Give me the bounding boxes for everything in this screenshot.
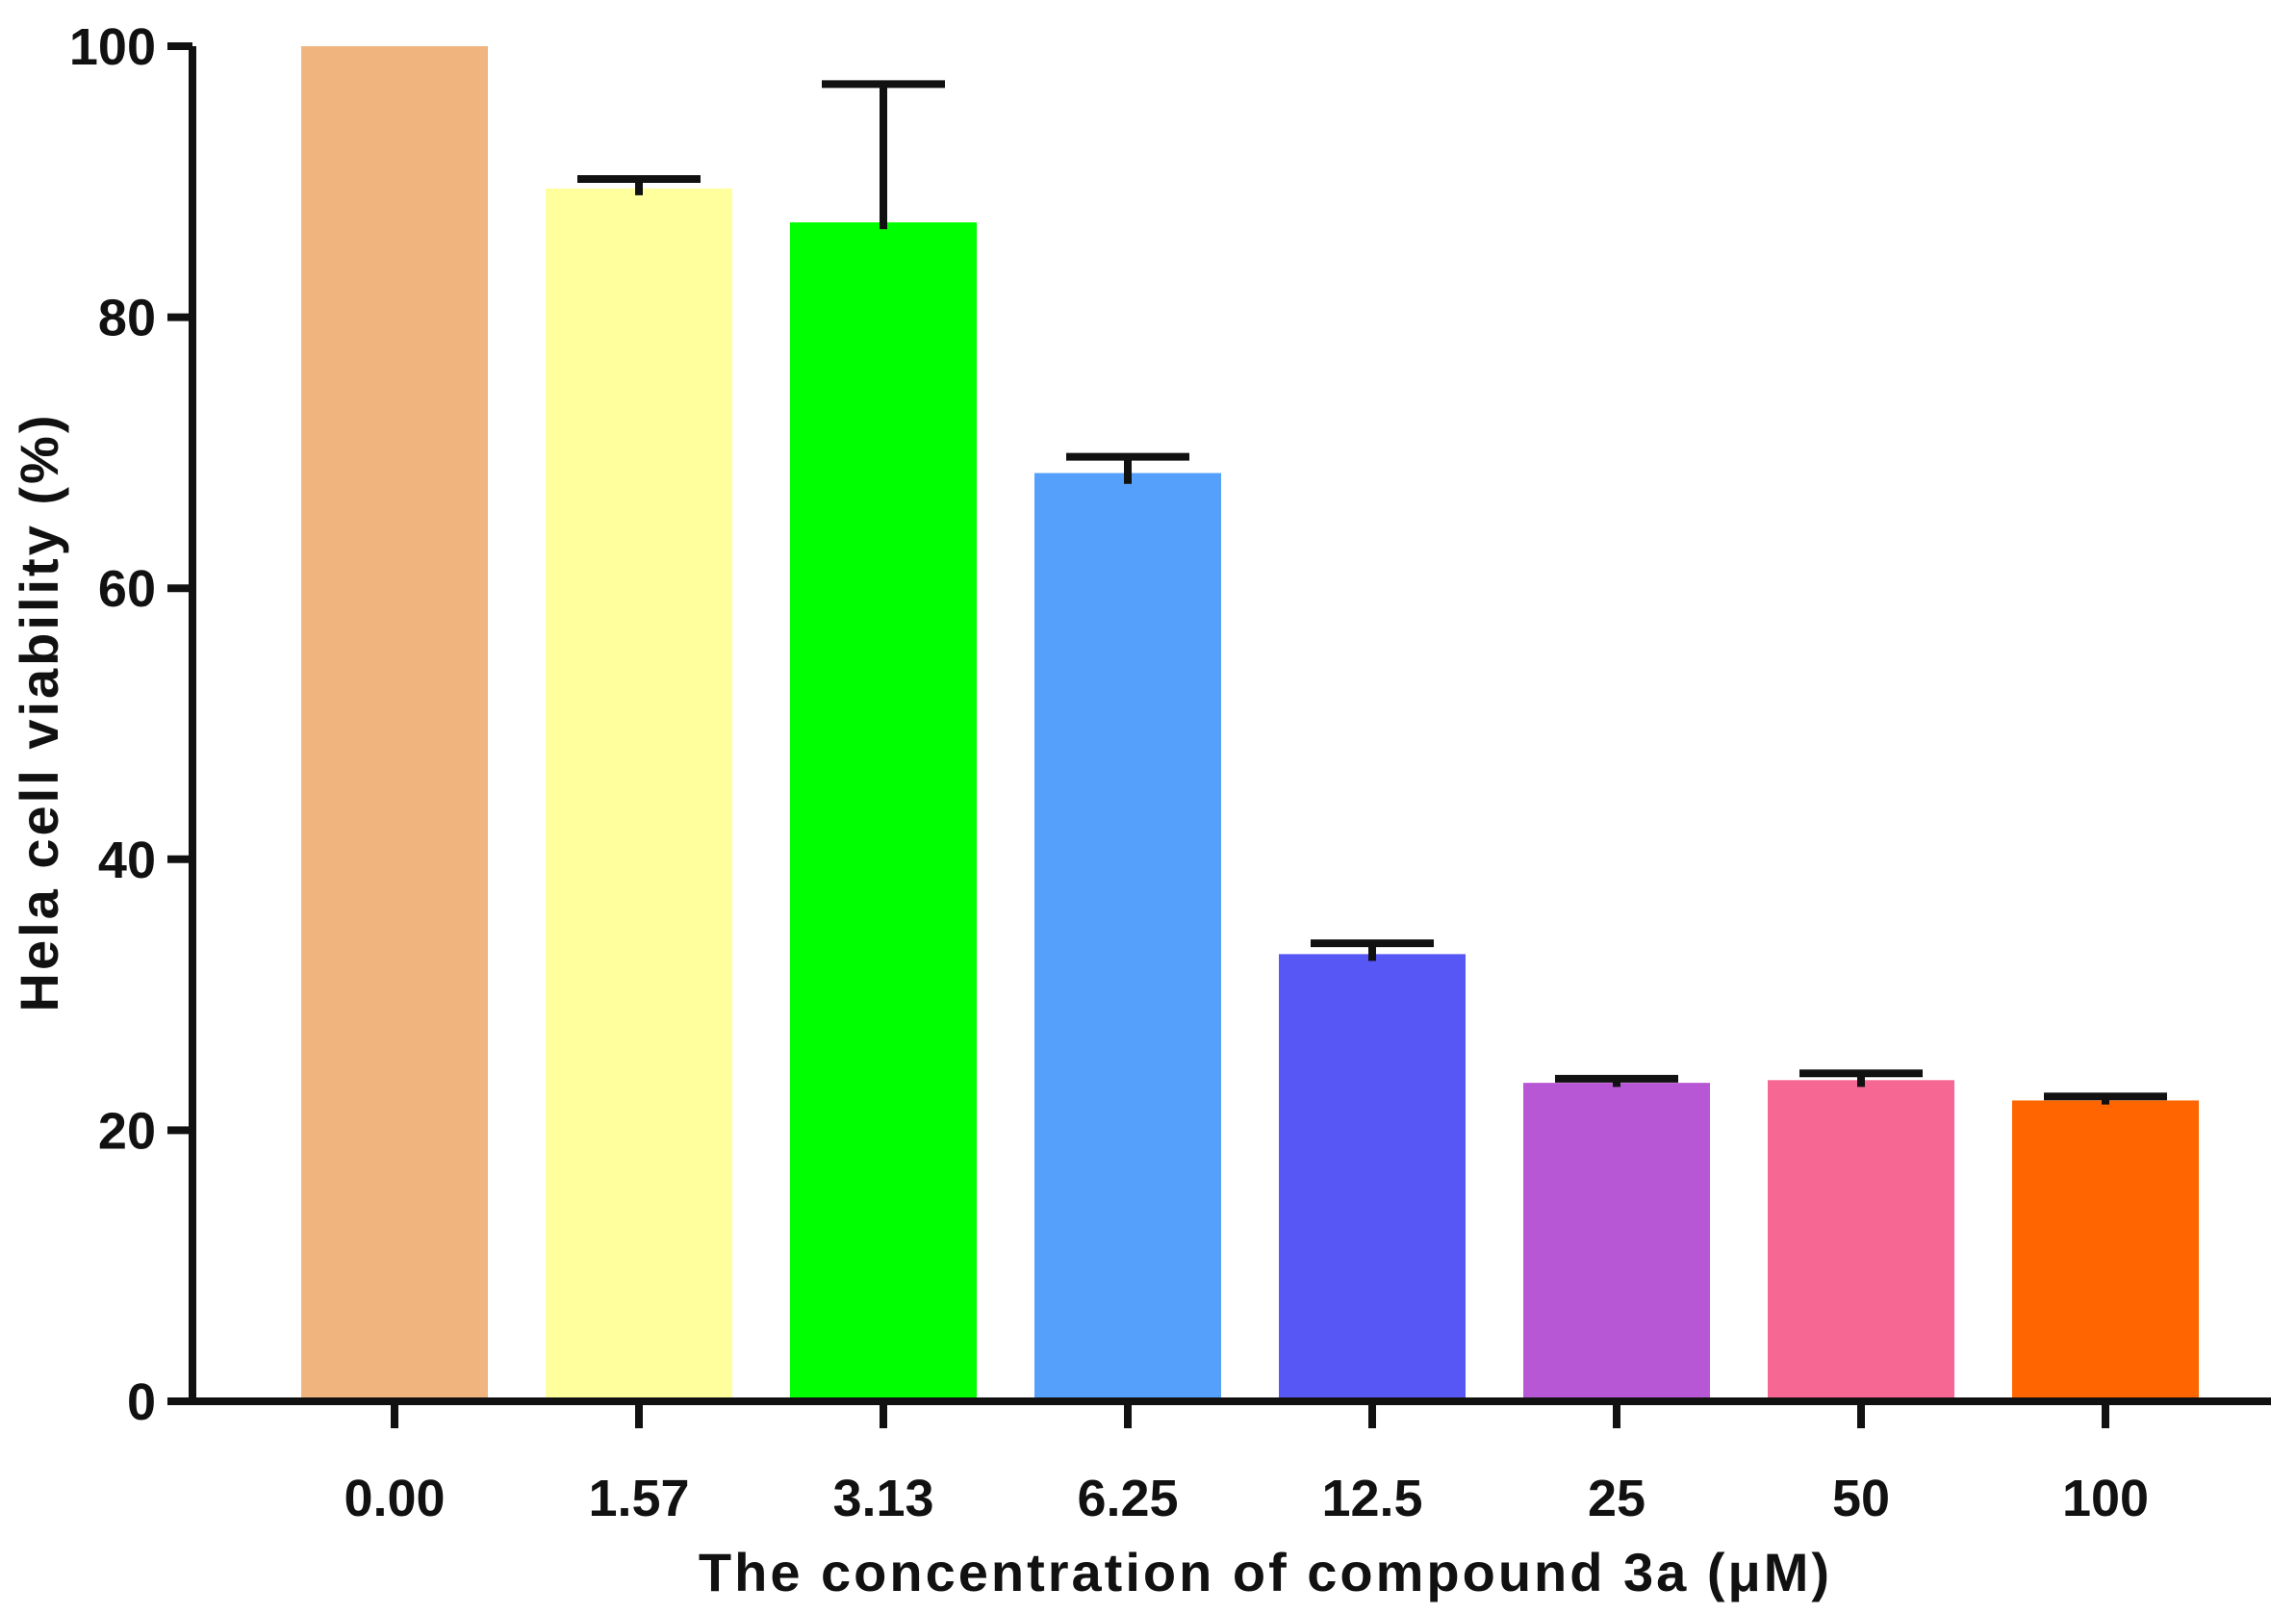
bar [790, 222, 977, 1401]
bars-group [301, 46, 2199, 1402]
y-axis-title: Hela cell viability (%) [9, 413, 69, 1012]
x-tick-label: 3.13 [832, 1470, 933, 1527]
y-tick-label: 0 [127, 1373, 156, 1431]
x-tick-label: 1.57 [588, 1470, 689, 1527]
y-tick-label: 100 [69, 18, 156, 76]
x-tick-label: 25 [1588, 1470, 1645, 1527]
x-tick-label: 0.00 [344, 1470, 445, 1527]
y-tick-label: 80 [98, 290, 156, 347]
bar [1768, 1080, 1954, 1401]
y-tick-label: 60 [98, 560, 156, 618]
bar [546, 188, 732, 1402]
x-tick-label: 6.25 [1077, 1470, 1178, 1527]
bar [1279, 954, 1466, 1401]
x-tick-label: 12.5 [1321, 1470, 1422, 1527]
y-tick-label: 40 [98, 832, 156, 889]
bar [1523, 1083, 1710, 1401]
bar [2012, 1100, 2199, 1401]
bar [301, 46, 488, 1401]
error-bars-group [577, 80, 2167, 1105]
bar [1034, 473, 1221, 1401]
y-tick-label: 20 [98, 1102, 156, 1160]
y-ticks-group: 0 20 40 60 80 100 [69, 18, 192, 1431]
x-axis-title: The concentration of compound 3a (μM) [699, 1542, 1832, 1602]
axes-group [189, 46, 2271, 1405]
x-tick-label: 50 [1832, 1470, 1890, 1527]
x-ticks-group: 0.00 1.57 3.13 6.25 12.5 25 50 100 [344, 1401, 2149, 1527]
x-tick-label: 100 [2062, 1470, 2149, 1527]
